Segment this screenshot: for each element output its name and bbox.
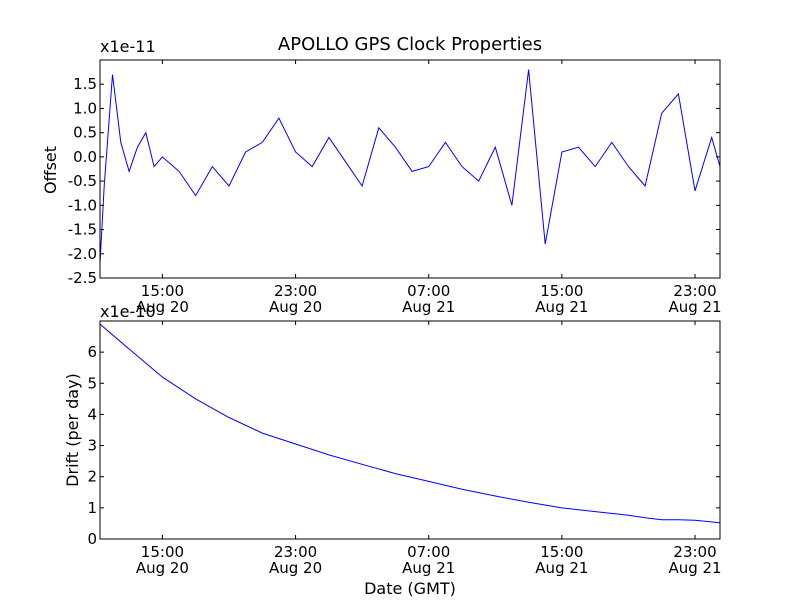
x-tick-time-label: 15:00: [141, 543, 184, 561]
y-tick-label: 0.5: [73, 124, 97, 142]
x-tick-time-label: 07:00: [407, 543, 450, 561]
x-tick-date-label: Aug 21: [535, 298, 588, 316]
x-tick-date-label: Aug 20: [269, 298, 322, 316]
drift-y-axis-label: Drift (per day): [63, 373, 82, 487]
x-tick-date-label: Aug 21: [535, 559, 588, 577]
x-tick-date-label: Aug 20: [136, 298, 189, 316]
drift-series: [99, 323, 721, 524]
x-tick-date-label: Aug 21: [402, 559, 455, 577]
y-tick-label: 5: [87, 374, 97, 392]
drift-y-ticks: 0 1 2 3 4 5 6: [87, 343, 720, 548]
y-tick-label: 1.5: [73, 75, 97, 93]
y-tick-label: -1.5: [68, 221, 97, 239]
y-tick-label: -2.5: [68, 269, 97, 287]
x-tick-time-label: 07:00: [407, 282, 450, 300]
x-axis-label: Date (GMT): [364, 579, 456, 598]
y-tick-label: 3: [87, 437, 97, 455]
series-line-1-0: [99, 323, 721, 524]
offset-y-ticks: -2.5 -2.0 -1.5 -1.0 -0.5 0.0 0.5 1.0 1.5: [68, 75, 720, 287]
x-tick-date-label: Aug 21: [668, 559, 721, 577]
y-tick-label: 1: [87, 499, 97, 517]
offset-plot-frame: [99, 59, 721, 279]
y-tick-label: 0: [87, 530, 97, 548]
y-tick-label: -0.5: [68, 172, 97, 190]
y-tick-label: -2.0: [68, 245, 97, 263]
y-tick-label: 6: [87, 343, 97, 361]
x-tick-date-label: Aug 20: [269, 559, 322, 577]
x-tick-date-label: Aug 20: [136, 559, 189, 577]
y-tick-label: -1.0: [68, 196, 97, 214]
x-tick-time-label: 15:00: [540, 543, 583, 561]
x-tick-time-label: 15:00: [141, 282, 184, 300]
offset-scale-label: x1e-11: [100, 37, 156, 56]
y-tick-label: 1.0: [73, 99, 97, 117]
offset-y-axis-label: Offset: [41, 146, 60, 194]
chart-title: APOLLO GPS Clock Properties: [278, 34, 542, 55]
offset-panel: x1e-11 Offset -2.5 -2.0 -1.5 -1.0 -0.5 0.0 0.5…: [41, 37, 722, 316]
series-line-0-0: [99, 69, 721, 264]
drift-scale-label: x1e-10: [100, 302, 156, 321]
x-tick-date-label: Aug 21: [668, 298, 721, 316]
x-tick-time-label: 23:00: [673, 543, 716, 561]
x-tick-time-label: 23:00: [274, 282, 317, 300]
drift-plot-frame: [99, 320, 721, 540]
x-tick-date-label: Aug 21: [402, 298, 455, 316]
x-tick-time-label: 23:00: [673, 282, 716, 300]
x-tick-time-label: 23:00: [274, 543, 317, 561]
x-tick-time-label: 15:00: [540, 282, 583, 300]
y-tick-label: 2: [87, 468, 97, 486]
y-tick-label: 4: [87, 405, 97, 423]
y-tick-label: 0.0: [73, 148, 97, 166]
offset-series: [99, 69, 721, 264]
